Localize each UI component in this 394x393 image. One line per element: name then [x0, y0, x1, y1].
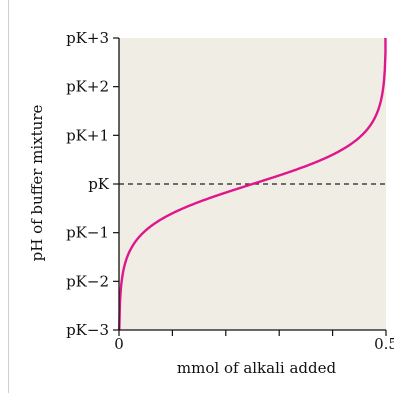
x-ticks: 0 0.5 [114, 330, 394, 353]
y-tick-label: pK+3 [66, 29, 109, 47]
series-line-0 [118, 38, 387, 331]
y-tick-label: pK−2 [66, 272, 109, 290]
y-tick-label: pK+1 [66, 126, 109, 144]
y-tick-label: pK−1 [66, 224, 109, 242]
x-tick-label: 0.5 [374, 335, 394, 353]
y-tick-label: pK+2 [66, 78, 109, 96]
x-tick-label: 0 [114, 335, 124, 353]
chart-marks [118, 38, 387, 331]
figure-border-left [8, 0, 9, 393]
y-tick-label: pK−3 [66, 321, 109, 339]
y-tick-label: pK [88, 175, 110, 193]
y-ticks: pK+3 pK+2 pK+1 pK pK−1 pK−2 pK−3 [66, 29, 119, 339]
y-axis-label: pH of buffer mixture [28, 105, 46, 262]
x-axis-label: mmol of alkali added [177, 359, 337, 377]
